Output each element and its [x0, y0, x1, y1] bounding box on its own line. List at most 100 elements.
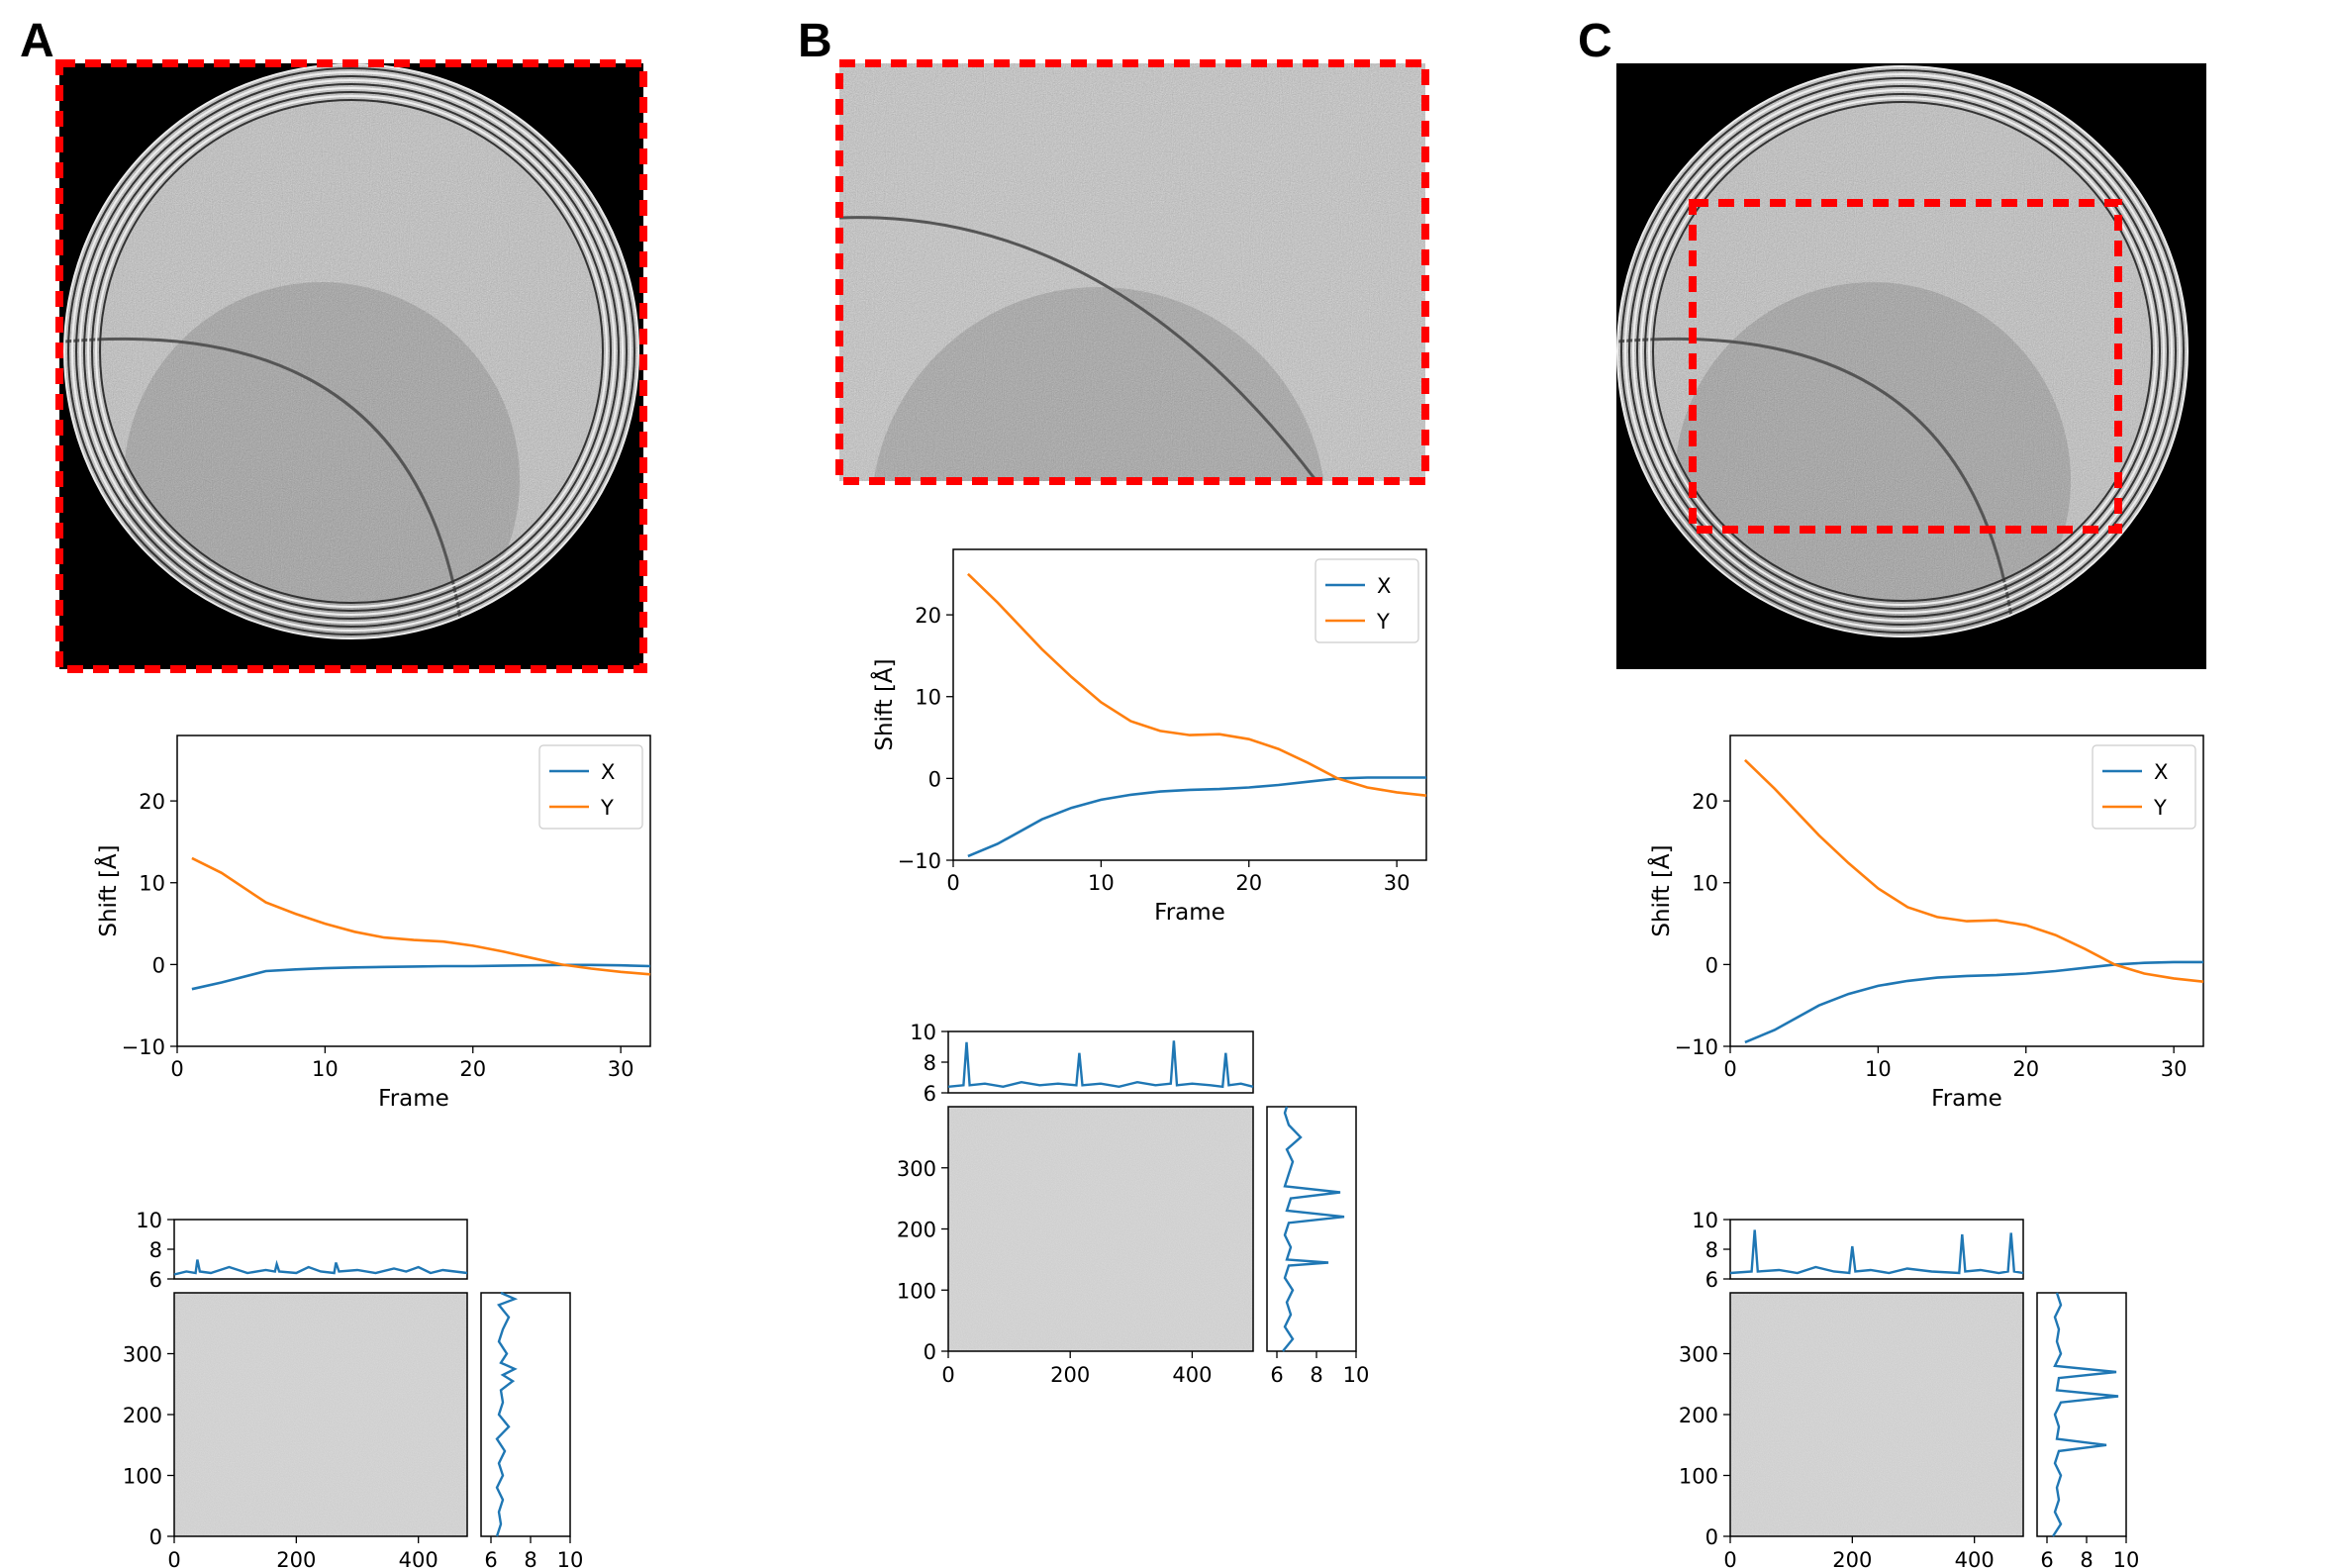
- x-axis-label: Frame: [1931, 1086, 2002, 1112]
- micrograph-fringe-ring: [75, 75, 628, 628]
- top-profile-tick-label: 10: [1692, 1209, 1718, 1232]
- y-tick-label: −10: [122, 1035, 165, 1059]
- series-line-x: [191, 963, 651, 991]
- right-profile-frame: [1266, 1106, 1357, 1352]
- y-tick-label: 100: [1679, 1465, 1718, 1489]
- micrograph-fringe-ring: [95, 95, 608, 608]
- micrograph-fringe-ring: [83, 83, 620, 620]
- top-profile-tick-label: 6: [149, 1268, 162, 1292]
- x-tick-label: 0: [946, 871, 959, 895]
- x-tick-label: 200: [1050, 1363, 1090, 1387]
- micrograph-fringe-ring: [99, 99, 604, 604]
- x-tick-label: 30: [1384, 871, 1411, 895]
- top-profile-tick-label: 6: [924, 1082, 936, 1106]
- micrograph-texture: [839, 63, 1425, 481]
- micrograph-fringe-ring: [1624, 73, 2181, 630]
- crop-box-a: [55, 59, 647, 673]
- micrograph-fringe-ring: [1628, 77, 2177, 626]
- y-tick-label: 10: [915, 686, 941, 710]
- right-profile-tick-label: 6: [1270, 1363, 1283, 1387]
- panel-letter-a: A: [20, 15, 54, 67]
- right-profile-line: [2051, 1292, 2119, 1537]
- y-tick-label: 20: [1692, 790, 1718, 814]
- micrographs: [55, 59, 2206, 673]
- x-tick-label: 20: [1235, 871, 1262, 895]
- micrograph-texture: [64, 64, 638, 638]
- legend: [1315, 558, 1419, 643]
- y-tick-label: 20: [139, 790, 165, 814]
- x-tick-label: 20: [2012, 1057, 2039, 1081]
- legend-label-x: X: [1377, 574, 1391, 598]
- micrograph-b: [839, 63, 1425, 481]
- x-tick-label: 0: [1723, 1057, 1736, 1081]
- x-tick-label: 0: [1723, 1548, 1736, 1568]
- legend-label-x: X: [601, 760, 615, 784]
- y-tick-label: 10: [1692, 872, 1718, 896]
- top-profile-line: [1729, 1229, 2024, 1275]
- y-tick-label: 100: [897, 1279, 936, 1303]
- right-profile-line: [495, 1291, 519, 1537]
- right-profile-tick-label: 6: [2040, 1548, 2053, 1568]
- heatmap-a: 0 200 400 0 100 200 300 6 8 10 6 8 10: [123, 1209, 583, 1568]
- x-tick-label: 30: [2161, 1057, 2188, 1081]
- y-tick-label: −10: [1675, 1035, 1718, 1059]
- right-profile-frame: [480, 1292, 571, 1537]
- legend-label-y: Y: [600, 796, 614, 820]
- x-tick-label: 0: [941, 1363, 954, 1387]
- right-profile-tick-label: 8: [2080, 1548, 2093, 1568]
- micrograph-vesicle: [873, 287, 1324, 481]
- series-line-x: [1744, 960, 2203, 1044]
- micrograph-fringe-ring: [91, 91, 612, 612]
- x-tick-label: 10: [312, 1057, 339, 1081]
- micrograph-texture: [1617, 66, 2188, 637]
- x-axis-label: Frame: [1154, 900, 1225, 926]
- y-tick-label: 200: [1679, 1404, 1718, 1427]
- right-profile-line: [1282, 1106, 1345, 1352]
- crop-box-c: [1689, 199, 2122, 534]
- right-profile-tick-label: 10: [1343, 1363, 1370, 1387]
- micrograph-fringe-ring: [1620, 69, 2185, 634]
- x-axis-label: Frame: [378, 1086, 449, 1112]
- y-tick-label: 200: [123, 1404, 162, 1427]
- series-line-y: [966, 572, 1427, 797]
- series-line-y: [191, 856, 651, 976]
- heatmap-texture: [1730, 1293, 2023, 1536]
- y-tick-label: −10: [898, 849, 941, 873]
- heatmap-b: 0 200 400 0 100 200 300 6 8 10 6 8 10: [897, 1021, 1369, 1387]
- legend: [538, 744, 643, 830]
- y-tick-label: 10: [139, 872, 165, 896]
- micrograph-membrane: [64, 337, 462, 620]
- right-profile-tick-label: 10: [557, 1548, 584, 1568]
- heatmap-texture: [948, 1107, 1253, 1351]
- micrograph-fringe-ring: [1632, 81, 2173, 622]
- y-tick-label: 300: [123, 1343, 162, 1367]
- micrograph-fringe-ring: [87, 87, 616, 616]
- top-profile-line: [173, 1259, 468, 1276]
- top-profile-tick-label: 10: [136, 1209, 162, 1232]
- micrograph-fringe-ring: [1644, 93, 2161, 610]
- y-tick-label: 0: [928, 767, 941, 791]
- y-tick-label: 300: [1679, 1343, 1718, 1367]
- micrograph-c: [1616, 63, 2206, 669]
- x-tick-label: 0: [170, 1057, 183, 1081]
- micrograph-fringe-ring: [1640, 89, 2165, 614]
- legend-label-x: X: [2154, 760, 2168, 784]
- y-tick-label: 0: [1705, 1525, 1718, 1549]
- legend-label-y: Y: [1376, 610, 1390, 634]
- panel-letter-b: B: [798, 15, 832, 67]
- top-profile-frame: [173, 1219, 468, 1280]
- right-profile-tick-label: 10: [2113, 1548, 2140, 1568]
- micrograph-fringe-ring: [1652, 101, 2153, 602]
- top-profile-line: [947, 1040, 1254, 1089]
- y-tick-label: 0: [1705, 953, 1718, 977]
- micrograph-fringe-ring: [1636, 85, 2169, 618]
- micrograph-a: [59, 63, 643, 669]
- top-profile-tick-label: 8: [1705, 1238, 1718, 1262]
- x-tick-label: 200: [276, 1548, 316, 1568]
- right-profile-tick-label: 8: [1310, 1363, 1322, 1387]
- legend-label-y: Y: [2153, 796, 2167, 820]
- right-profile-frame: [2036, 1292, 2127, 1537]
